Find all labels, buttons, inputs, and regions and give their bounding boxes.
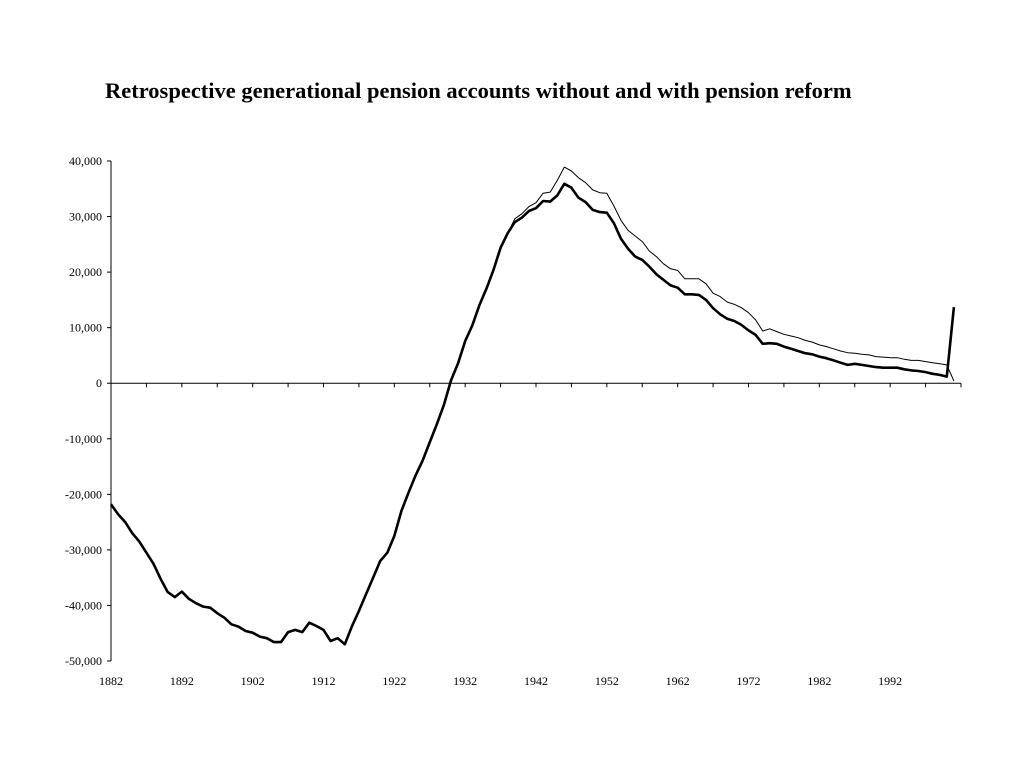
y-axis-ticks: 40,000 30,000 20,000 10,000 0 -10,000 -20,000 -… — [65, 154, 111, 668]
y-tick-label: 20,000 — [69, 265, 102, 279]
x-axis-ticks: 1882 1892 1902 1912 1922 1932 1942 1952 1962 1972… — [99, 383, 962, 688]
x-tick-label: 1922 — [382, 674, 406, 688]
x-tick-label: 1992 — [878, 674, 902, 688]
x-tick-label: 1952 — [595, 674, 619, 688]
y-tick-label: -20,000 — [65, 487, 102, 501]
x-tick-label: 1982 — [807, 674, 831, 688]
x-tick-label: 1892 — [170, 674, 194, 688]
y-tick-label: 30,000 — [69, 210, 102, 224]
y-tick-label: -10,000 — [65, 432, 102, 446]
x-tick-label: 1902 — [241, 674, 265, 688]
y-tick-label: 0 — [96, 376, 102, 390]
axes — [107, 161, 961, 662]
x-tick-label: 1912 — [312, 674, 336, 688]
y-tick-label: -40,000 — [65, 598, 102, 612]
y-tick-label: 40,000 — [69, 154, 102, 168]
y-tick-label: 10,000 — [69, 321, 102, 335]
x-tick-label: 1882 — [99, 674, 123, 688]
chart-title: Retrospective generational pension accou… — [105, 78, 852, 103]
x-tick-label: 1942 — [524, 674, 548, 688]
x-tick-label: 1972 — [737, 674, 761, 688]
x-tick-label: 1962 — [666, 674, 690, 688]
y-tick-label: -50,000 — [65, 654, 102, 668]
x-tick-label: 1932 — [453, 674, 477, 688]
y-tick-label: -30,000 — [65, 543, 102, 557]
series-group — [109, 166, 956, 646]
series-line-without-reform — [110, 166, 955, 645]
series-line-with-reform — [109, 182, 956, 646]
